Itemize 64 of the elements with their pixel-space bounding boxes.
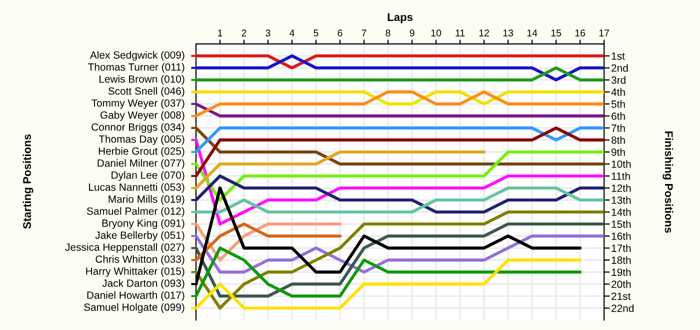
legend-label: Daniel Howarth (017) [87,291,184,301]
x-tick-label: 3 [266,30,270,36]
legend-label: Connor Briggs (034) [92,123,184,133]
x-axis-title: Laps [388,13,413,24]
legend-label: Dylan Lee (070) [112,171,184,181]
legend-label: Jessica Heppenstall (027) [65,243,184,253]
legend-label: Lucas Nannetti (053) [89,183,184,193]
y-axis-title: Finishing Positions [662,132,674,233]
y-tick-label: 4th [611,88,625,96]
legend-label: Jake Bellerby (051) [95,231,184,241]
y-tick-label: 22nd [612,304,634,312]
legend-label: Samuel Holgate (099) [84,303,184,313]
y-tick-label: 8th [611,136,625,144]
x-tick-label: 16 [575,30,586,36]
legend-label: Alex Sedgwick (009) [90,51,184,61]
x-tick-label: 14 [527,30,538,36]
y-tick-label: 2nd [612,64,628,72]
x-tick-label: 9 [410,30,414,36]
y-tick-label: 10th [612,160,631,168]
legend-label: Lewis Brown (010) [99,75,184,85]
legend-label: Samuel Palmer (012) [86,207,184,217]
y-tick-label: 12th [612,184,631,192]
x-tick-label: 5 [314,30,318,36]
y-tick-label: 17th [612,244,631,252]
x-tick-label: 7 [362,30,366,36]
x-tick-label: 8 [386,30,390,36]
y-tick-label: 9th [612,148,625,156]
x-tick-label: 6 [338,30,342,36]
legend-label: Herbie Grout (025) [98,147,184,157]
x-tick-label: 17 [599,30,610,36]
y-tick-label: 3rd [611,76,626,84]
legend-label: Jack Darton (093) [102,279,184,289]
x-tick-label: 2 [242,30,246,36]
legend-label: Gaby Weyer (008) [100,111,184,121]
y-tick-label: 21st [612,292,631,300]
legend-label: Thomas Turner (011) [88,63,184,73]
x-tick-label: 10 [431,30,442,36]
x-tick-label: 12 [479,30,489,36]
legend-label: Tommy Weyer (037) [92,99,184,109]
x-tick-label: 4 [290,30,294,36]
y-tick-label: 1st [612,52,625,60]
legend-label: Daniel Milner (077) [98,159,184,169]
x-tick-label: 1 [218,30,222,36]
x-tick-label: 13 [503,30,514,36]
legend-label: Thomas Day (005) [98,135,184,145]
y-tick-label: 19th [612,268,631,276]
y-tick-label: 5th [611,100,625,108]
y-tick-label: 13th [612,196,631,204]
x-tick-label: 11 [456,30,465,36]
y-tick-label: 14th [612,208,631,216]
y-tick-label: 18th [612,256,631,264]
legend-label: Chris Whitton (033) [96,255,184,265]
y-tick-label: 20th [612,280,631,288]
legend-label: Bryony King (091) [102,219,184,229]
text: Starting Positions [22,134,34,229]
x-tick-label: 15 [551,30,562,36]
y-tick-label: 7th [612,124,625,132]
y-tick-label: 15th [612,220,631,228]
y-tick-label: 16th [612,232,631,240]
y-tick-label: 11th [612,172,630,180]
y-tick-label: 6th [612,112,625,120]
legend-label: Mario Mills (019) [108,195,184,205]
legend-label: Harry Whittaker (015) [86,267,184,277]
legend-label: Scott Snell (046) [108,87,184,97]
